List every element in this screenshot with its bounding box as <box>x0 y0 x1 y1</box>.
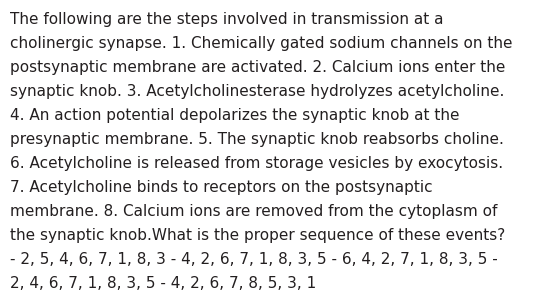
Text: cholinergic synapse. 1. Chemically gated sodium channels on the: cholinergic synapse. 1. Chemically gated… <box>10 36 513 51</box>
Text: The following are the steps involved in transmission at a: The following are the steps involved in … <box>10 12 444 27</box>
Text: synaptic knob. 3. Acetylcholinesterase hydrolyzes acetylcholine.: synaptic knob. 3. Acetylcholinesterase h… <box>10 84 504 99</box>
Text: - 2, 5, 4, 6, 7, 1, 8, 3 - 4, 2, 6, 7, 1, 8, 3, 5 - 6, 4, 2, 7, 1, 8, 3, 5 -: - 2, 5, 4, 6, 7, 1, 8, 3 - 4, 2, 6, 7, 1… <box>10 252 498 267</box>
Text: 6. Acetylcholine is released from storage vesicles by exocytosis.: 6. Acetylcholine is released from storag… <box>10 156 503 171</box>
Text: 4. An action potential depolarizes the synaptic knob at the: 4. An action potential depolarizes the s… <box>10 108 460 123</box>
Text: 2, 4, 6, 7, 1, 8, 3, 5 - 4, 2, 6, 7, 8, 5, 3, 1: 2, 4, 6, 7, 1, 8, 3, 5 - 4, 2, 6, 7, 8, … <box>10 276 316 291</box>
Text: membrane. 8. Calcium ions are removed from the cytoplasm of: membrane. 8. Calcium ions are removed fr… <box>10 204 497 219</box>
Text: 7. Acetylcholine binds to receptors on the postsynaptic: 7. Acetylcholine binds to receptors on t… <box>10 180 432 195</box>
Text: postsynaptic membrane are activated. 2. Calcium ions enter the: postsynaptic membrane are activated. 2. … <box>10 60 506 75</box>
Text: the synaptic knob.What is the proper sequence of these events?: the synaptic knob.What is the proper seq… <box>10 228 506 243</box>
Text: presynaptic membrane. 5. The synaptic knob reabsorbs choline.: presynaptic membrane. 5. The synaptic kn… <box>10 132 504 147</box>
